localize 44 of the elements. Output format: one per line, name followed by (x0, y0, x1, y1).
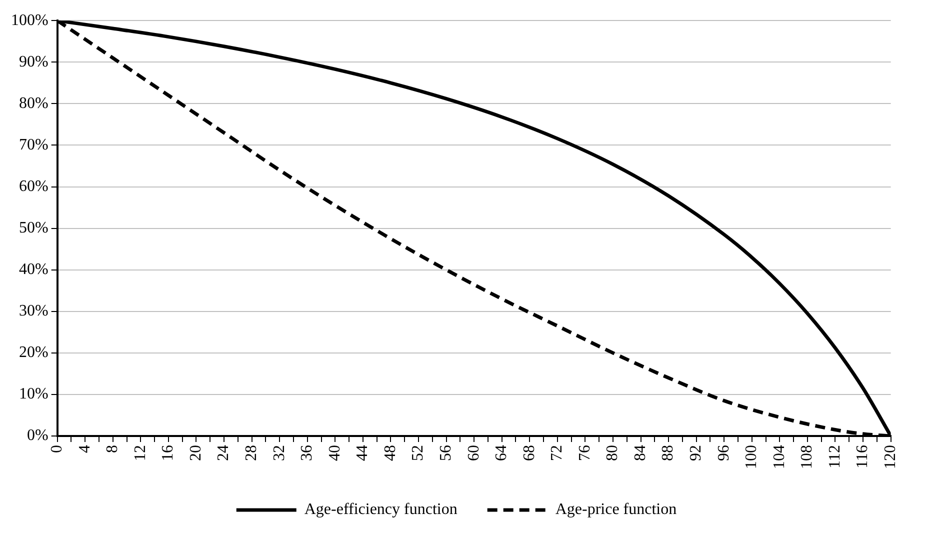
y-tick-label: 80% (19, 94, 48, 112)
x-tick-label: 104 (770, 445, 788, 469)
x-tick-label: 40 (326, 445, 344, 461)
x-tick-label: 116 (854, 445, 872, 468)
legend-label: Age-price function (555, 501, 677, 518)
y-tick-label: 90% (19, 53, 48, 70)
x-tick-label: 56 (437, 445, 454, 461)
x-tick-label: 64 (493, 445, 510, 461)
y-tick-label: 60% (19, 178, 48, 195)
x-tick-label: 76 (576, 445, 594, 461)
x-tick-label: 52 (410, 445, 427, 461)
x-tick-label: 28 (243, 445, 260, 461)
x-tick-label: 112 (826, 445, 844, 468)
x-tick-label: 120 (882, 445, 900, 469)
y-tick-label: 100% (11, 12, 48, 29)
x-tick-label: 60 (465, 445, 482, 461)
x-tick-label: 96 (715, 445, 732, 461)
x-tick-label: 32 (270, 445, 288, 461)
x-tick-label: 84 (632, 445, 649, 461)
y-tick-label: 40% (19, 261, 48, 278)
y-tick-label: 10% (19, 386, 48, 403)
y-tick-label: 0% (27, 427, 48, 444)
x-tick-label: 80 (604, 445, 622, 461)
x-tick-label: 36 (298, 445, 316, 461)
x-tick-label: 12 (132, 445, 149, 461)
y-tick-label: 70% (19, 136, 48, 154)
x-tick-label: 4 (76, 445, 94, 453)
x-tick-label: 108 (798, 445, 816, 469)
x-tick-label: 44 (354, 445, 372, 461)
x-tick-label: 0 (48, 445, 66, 453)
x-tick-label: 88 (660, 445, 677, 461)
x-tick-label: 100 (743, 445, 760, 469)
x-tick-label: 8 (104, 445, 122, 453)
y-tick-label: 30% (19, 302, 48, 320)
x-tick-label: 16 (160, 445, 177, 461)
x-tick-label: 92 (688, 445, 705, 461)
x-tick-label: 68 (520, 445, 538, 461)
x-tick-label: 24 (215, 445, 232, 461)
x-tick-label: 72 (548, 445, 566, 461)
x-tick-label: 20 (187, 445, 204, 461)
y-tick-label: 20% (19, 344, 48, 362)
legend-label: Age-efficiency function (304, 501, 458, 518)
y-tick-label: 50% (19, 220, 48, 237)
x-tick-label: 48 (382, 445, 399, 461)
